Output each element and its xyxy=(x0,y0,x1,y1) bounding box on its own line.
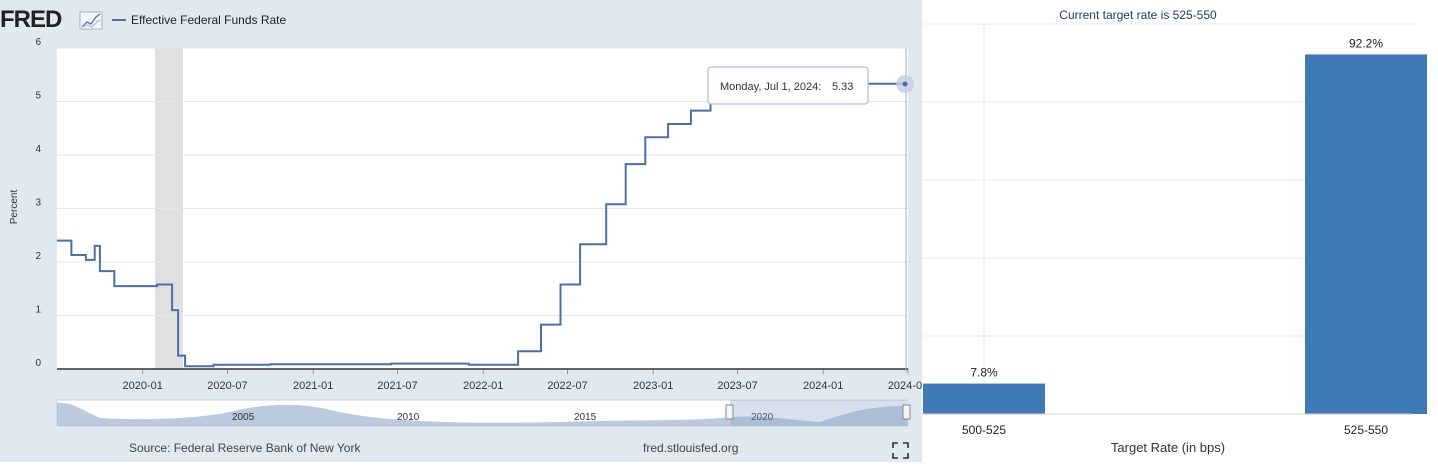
x-axis: 2020-01 2020-07 2021-01 2021-07 2022-01 2022-… xyxy=(123,369,928,392)
y-tick-label: 1 xyxy=(35,305,41,316)
cme-chart-svg: Current target rate is 525-550 7.8% 500-5… xyxy=(922,8,1427,455)
hover-point xyxy=(902,81,908,87)
fred-logo[interactable]: FRED xyxy=(0,6,63,33)
x-tick-label: 2022-01 xyxy=(463,380,503,392)
x-tick-label: 2020-01 xyxy=(123,380,163,392)
navigator-label-2010: 2010 xyxy=(397,412,420,423)
tooltip-value: 5.33 xyxy=(832,81,853,93)
y-tick-label: 5 xyxy=(35,91,41,102)
y-axis: 0 1 2 3 4 5 6 xyxy=(35,37,41,369)
cme-category-label: 525-550 xyxy=(1344,423,1388,437)
fred-chart-svg: FRED Effective Federal Funds Rate Percen… xyxy=(0,6,928,459)
x-tick-label: 2023-07 xyxy=(717,380,757,392)
source-text: Source: Federal Reserve Bank of New York xyxy=(129,441,361,455)
y-tick-label: 0 xyxy=(35,358,41,369)
x-tick-label: 2024-07 xyxy=(888,380,922,392)
effective-fed-funds-line xyxy=(57,82,908,368)
navigator-selection[interactable] xyxy=(730,400,907,426)
tooltip-date: Monday, Jul 1, 2024: xyxy=(720,81,821,93)
navigator-label-2020: 2020 xyxy=(751,412,774,423)
navigator-label-2005: 2005 xyxy=(232,412,255,423)
x-tick-label: 2021-01 xyxy=(293,380,333,392)
x-tick-label: 2022-07 xyxy=(547,380,587,392)
navigator-series xyxy=(57,402,908,426)
cme-probability-panel: Current target rate is 525-550 7.8% 500-5… xyxy=(922,0,1438,462)
cme-bar-525-550[interactable] xyxy=(1305,54,1427,415)
y-tick-label: 2 xyxy=(35,251,41,262)
cme-chart-title: Current target rate is 525-550 xyxy=(1059,8,1217,22)
navigator-label-2015: 2015 xyxy=(574,412,597,423)
cme-bar-500-525[interactable] xyxy=(923,383,1045,414)
y-tick-label: 4 xyxy=(35,144,41,155)
fred-logo-graph-icon xyxy=(79,11,103,30)
y-axis-label: Percent xyxy=(9,190,20,225)
tooltip: Monday, Jul 1, 2024: 5.33 xyxy=(707,66,914,105)
cme-bar-value-label: 92.2% xyxy=(1349,36,1383,50)
fred-chart-panel: FRED Effective Federal Funds Rate Percen… xyxy=(0,0,928,462)
x-tick-label: 2021-07 xyxy=(377,380,417,392)
x-tick-label: 2023-01 xyxy=(633,380,673,392)
x-tick-label: 2020-07 xyxy=(207,380,247,392)
fullscreen-icon[interactable] xyxy=(892,442,909,459)
cme-bars: 7.8% 500-525 92.2% 525-550 xyxy=(923,36,1427,437)
x-tick-label: 2024-01 xyxy=(803,380,843,392)
cme-x-axis-title: Target Rate (in bps) xyxy=(1111,440,1225,455)
cme-bar-value-label: 7.8% xyxy=(970,366,998,380)
y-tick-label: 6 xyxy=(35,37,41,48)
site-link[interactable]: fred.stlouisfed.org xyxy=(643,441,738,455)
navigator[interactable]: 2005 2010 2015 2020 xyxy=(56,399,911,427)
legend-label[interactable]: Effective Federal Funds Rate xyxy=(131,13,287,27)
navigator-right-handle[interactable] xyxy=(902,404,911,420)
navigator-left-handle[interactable] xyxy=(725,404,734,420)
data-series xyxy=(57,82,908,368)
y-tick-label: 3 xyxy=(35,198,41,209)
cme-category-label: 500-525 xyxy=(962,423,1006,437)
